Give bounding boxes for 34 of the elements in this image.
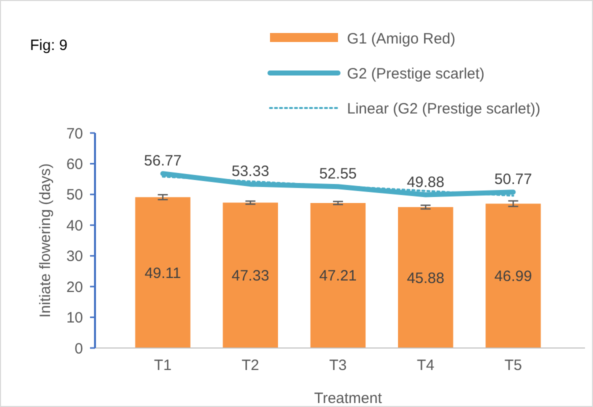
- y-tick-label: 60: [66, 156, 83, 173]
- x-tick-label: T2: [242, 357, 260, 374]
- y-tick-label: 20: [66, 278, 83, 296]
- bar: [398, 207, 454, 348]
- data-label: 45.88: [406, 270, 444, 287]
- legend-label: G1 (Amigo Red): [347, 30, 456, 48]
- x-tick-label: T1: [154, 357, 172, 374]
- y-tick-label: 30: [66, 248, 83, 266]
- y-tick-label: 40: [66, 217, 83, 234]
- x-axis-title: Treatment: [314, 390, 383, 407]
- bar: [222, 202, 278, 348]
- y-tick-label: 0: [74, 340, 83, 358]
- data-label: 47.33: [232, 268, 270, 285]
- data-label: 50.77: [494, 171, 532, 188]
- x-tick-label: T4: [416, 357, 434, 374]
- bar: [135, 197, 190, 348]
- data-label: 56.77: [144, 152, 182, 170]
- data-label: 49.88: [406, 174, 444, 191]
- data-label: 46.99: [494, 268, 532, 286]
- bar: [486, 204, 541, 348]
- chart-title: Fig: 9: [30, 37, 68, 54]
- data-label: 49.11: [144, 264, 182, 282]
- y-axis-title: Initiate flowering (days): [37, 163, 54, 318]
- data-label: 53.33: [232, 163, 270, 180]
- x-tick-label: T3: [329, 357, 347, 374]
- bar: [310, 203, 366, 348]
- x-tick-label: T5: [504, 357, 522, 374]
- legend-label: Linear (G2 (Prestige scarlet)): [347, 100, 540, 118]
- y-tick-label: 70: [66, 125, 83, 142]
- y-tick-label: 50: [66, 186, 83, 204]
- legend-label: G2 (Prestige scarlet): [347, 65, 485, 82]
- data-label: 52.55: [319, 166, 357, 183]
- y-tick-label: 10: [66, 310, 83, 327]
- data-label: 47.21: [319, 268, 357, 285]
